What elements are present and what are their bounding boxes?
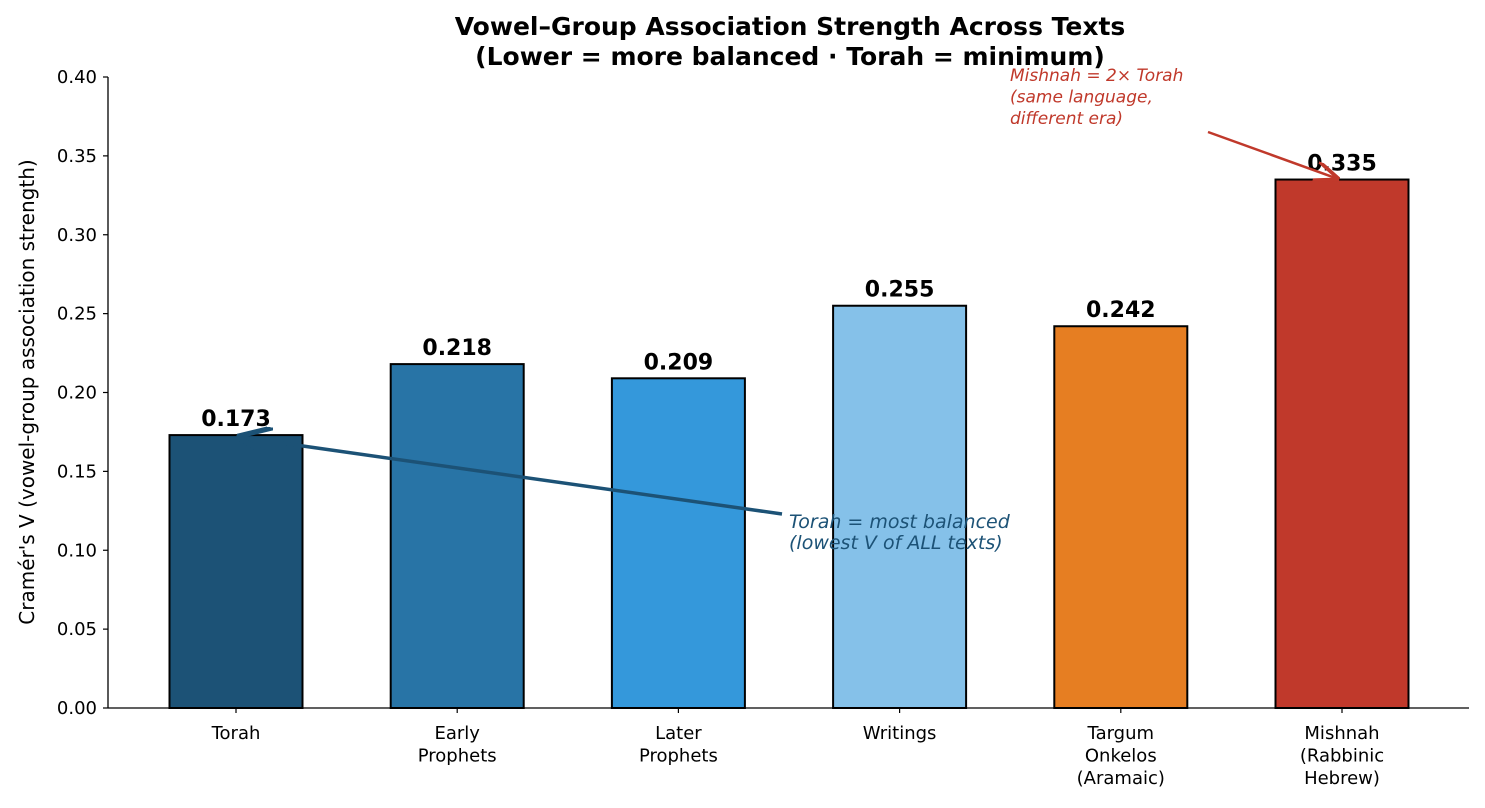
x-tick-label-4: Targum xyxy=(1087,723,1155,744)
x-tick-label-4: (Aramaic) xyxy=(1077,768,1165,789)
y-tick-label-6: 0.30 xyxy=(57,225,97,246)
value-label-1: 0.218 xyxy=(422,336,492,361)
y-tick-label-7: 0.35 xyxy=(57,146,97,167)
x-tick-label-3: Writings xyxy=(863,723,937,744)
bar-3 xyxy=(832,304,968,709)
x-tick-label-1: Early xyxy=(434,723,480,744)
value-label-0: 0.173 xyxy=(201,407,271,432)
chart-title: Vowel–Group Association Strength Across … xyxy=(455,12,1126,41)
bar-5 xyxy=(1274,178,1410,710)
x-tick-label-5: (Rabbinic xyxy=(1300,746,1384,767)
mishnah-annotation-text: different era) xyxy=(1010,109,1123,129)
value-label-4: 0.242 xyxy=(1086,298,1156,323)
x-tick-label-4: Onkelos xyxy=(1085,746,1157,767)
bar-1 xyxy=(389,363,525,709)
chart-subtitle: (Lower = more balanced · Torah = minimum… xyxy=(475,42,1105,71)
bar-0 xyxy=(168,434,304,709)
value-label-3: 0.255 xyxy=(865,278,935,303)
x-tick-label-2: Prophets xyxy=(639,746,718,767)
y-tick-label-1: 0.05 xyxy=(57,619,97,640)
bar-2 xyxy=(610,377,746,709)
mishnah-annotation-text: Mishnah = 2× Torah xyxy=(1010,66,1183,86)
x-tick-label-0: Torah xyxy=(211,723,261,744)
x-tick-label-2: Later xyxy=(655,723,702,744)
y-tick-label-3: 0.15 xyxy=(57,461,97,482)
x-tick-label-5: Mishnah xyxy=(1304,723,1379,744)
y-tick-label-2: 0.10 xyxy=(57,540,97,561)
torah-annotation-text: Torah = most balanced xyxy=(789,511,1011,533)
x-tick-label-5: Hebrew) xyxy=(1304,768,1380,789)
value-label-2: 0.209 xyxy=(644,350,714,375)
y-tick-label-5: 0.25 xyxy=(57,304,97,325)
bar-4 xyxy=(1053,325,1189,709)
x-tick-label-1: Prophets xyxy=(418,746,497,767)
y-tick-label-8: 0.40 xyxy=(57,67,97,88)
mishnah-annotation-text: (same language, xyxy=(1010,88,1153,108)
torah-annotation-text: (lowest V of ALL texts) xyxy=(789,532,1003,554)
y-tick-label-4: 0.20 xyxy=(57,383,97,404)
y-tick-label-0: 0.00 xyxy=(57,698,97,719)
y-axis-label: Cramér's V (vowel-group association stre… xyxy=(15,159,39,624)
mishnah-annotation-arrow xyxy=(1207,130,1337,179)
torah-annotation-arrow xyxy=(240,437,783,516)
